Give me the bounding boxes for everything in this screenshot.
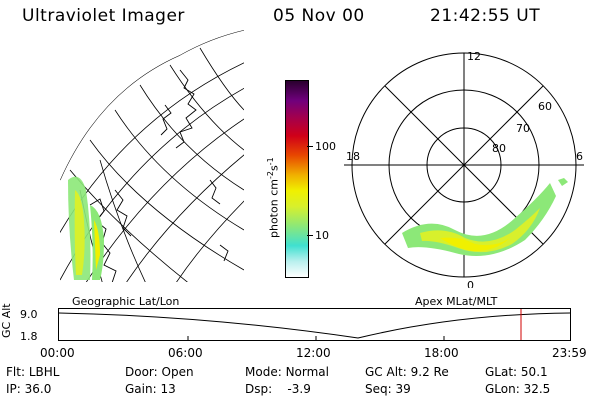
geographic-map — [60, 30, 244, 282]
timeline-xtick: 23:59 — [552, 346, 587, 360]
mlt-label-18: 18 — [346, 150, 360, 163]
polar-plot: 12 18 6 0 60 70 80 — [344, 50, 584, 288]
colorbar-tick-major — [307, 146, 313, 147]
mlat-label-80: 80 — [492, 142, 506, 155]
instrument-title: Ultraviolet Imager — [22, 6, 185, 26]
timeline-xtick: 00:00 — [40, 346, 75, 360]
mlt-label-0: 0 — [467, 279, 474, 288]
timeline-ytick: 9.0 — [20, 308, 38, 321]
status-dsp: Dsp: -3.9 — [245, 382, 311, 396]
polar-panel-caption: Apex MLat/MLT — [415, 295, 498, 308]
status-gain: Gain: 13 — [125, 382, 176, 396]
status-glat: GLat: 50.1 — [485, 365, 548, 379]
colorbar-tick-label: 10 — [315, 229, 329, 242]
timeline-plot — [58, 308, 571, 341]
status-glon: GLon: 32.5 — [485, 382, 551, 396]
header-time: 21:42:55 UT — [430, 6, 541, 26]
colorbar-tick-label: 100 — [315, 140, 336, 153]
mlt-label-6: 6 — [576, 150, 583, 163]
header-date: 05 Nov 00 — [273, 6, 365, 26]
timeline-xtick: 12:00 — [296, 346, 331, 360]
altitude-curve — [58, 312, 571, 339]
status-ip: IP: 36.0 — [6, 382, 52, 396]
status-gc-alt: GC Alt: 9.2 Re — [365, 365, 449, 379]
colorbar-tick-major — [307, 235, 313, 236]
timeline-xtick: 06:00 — [168, 346, 203, 360]
status-door: Door: Open — [125, 365, 194, 379]
colorbar — [285, 80, 309, 278]
status-filter: Flt: LBHL — [6, 365, 60, 379]
mlt-label-12: 12 — [467, 50, 481, 63]
timeline-ytick: 1.8 — [20, 330, 38, 343]
mlat-label-60: 60 — [538, 100, 552, 113]
timeline-xtick: 18:00 — [424, 346, 459, 360]
geo-panel-caption: Geographic Lat/Lon — [72, 295, 180, 308]
timeline-axis-label: GC Alt — [0, 303, 13, 338]
status-seq: Seq: 39 — [365, 382, 411, 396]
mlat-label-70: 70 — [516, 122, 530, 135]
colorbar-unit-label: photon cm-2s-1 — [266, 157, 281, 238]
status-mode: Mode: Normal — [245, 365, 329, 379]
